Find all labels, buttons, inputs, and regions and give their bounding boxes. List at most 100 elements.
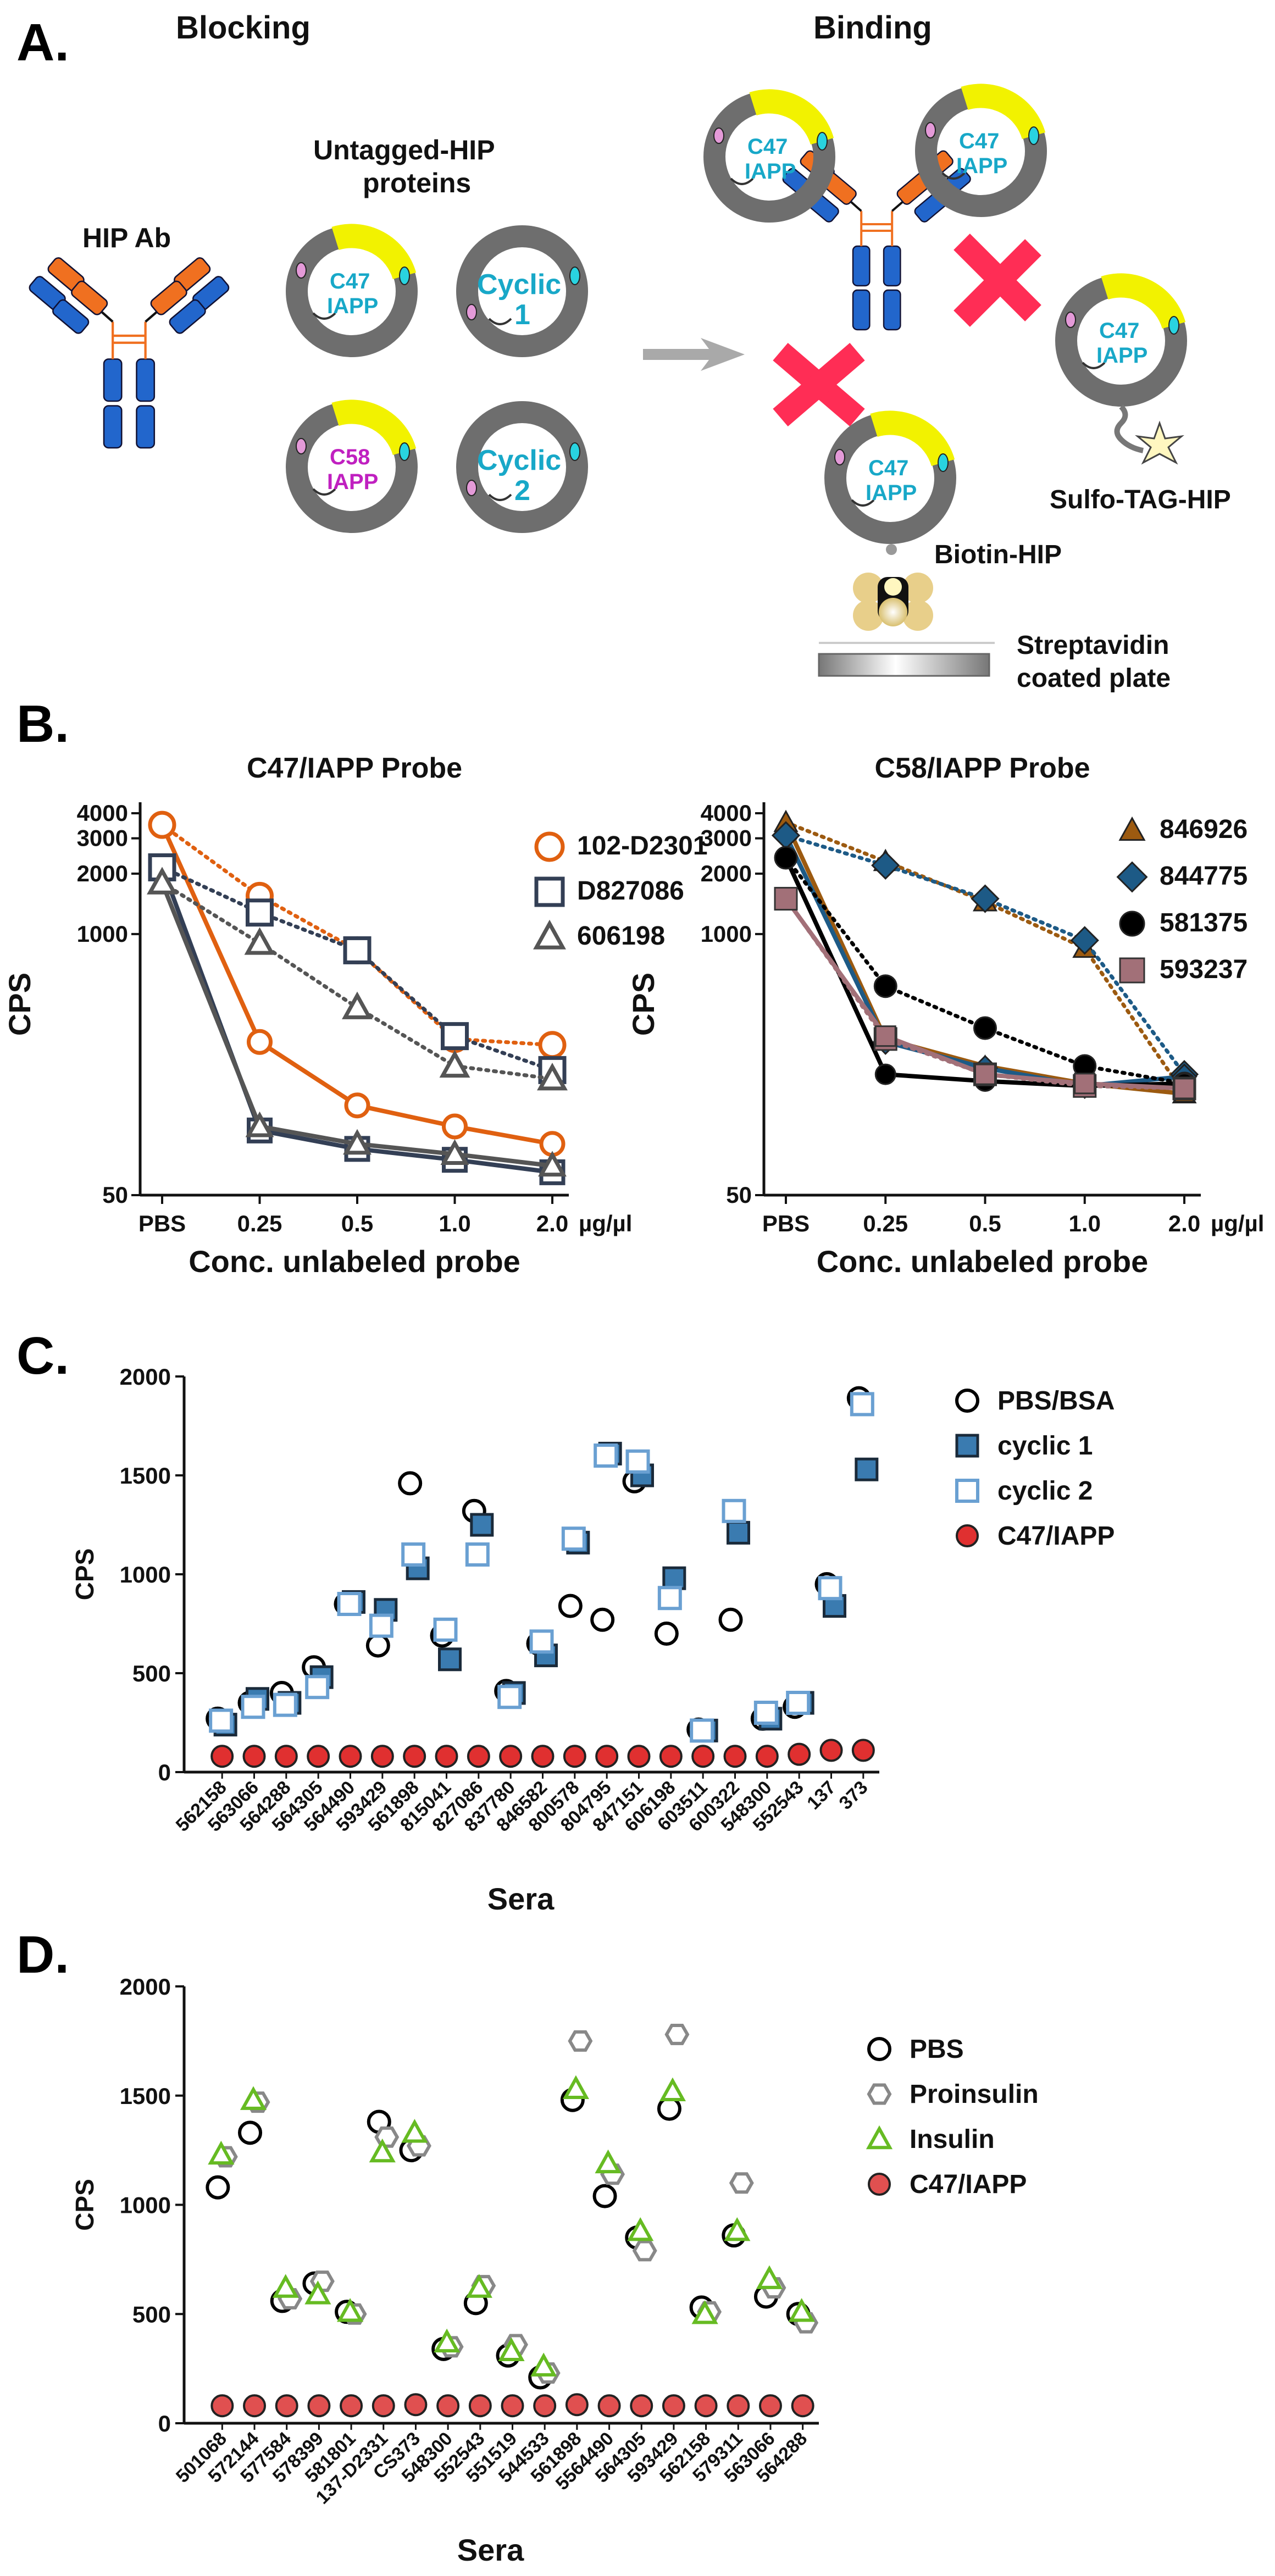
legend-label: 102-D2301 <box>577 831 708 860</box>
data-point <box>851 1739 875 1762</box>
data-point <box>755 1745 779 1768</box>
data-point <box>468 2394 492 2418</box>
data-point <box>1070 926 1099 955</box>
data-point <box>247 1029 273 1055</box>
hip-antibody <box>27 256 230 448</box>
data-point <box>657 1586 682 1611</box>
data-point <box>244 927 275 955</box>
chart-title: C58/IAPP Probe <box>874 752 1090 784</box>
data-point <box>370 1745 394 1768</box>
svg-text:IAPP: IAPP <box>956 154 1007 178</box>
data-point <box>788 2298 815 2322</box>
data-point <box>435 1745 458 1768</box>
legend-label: 581375 <box>1160 908 1248 937</box>
ring-c47-iapp-untagged: C47 IAPP <box>296 236 409 346</box>
data-point <box>594 1444 618 1468</box>
data-point <box>238 2120 263 2145</box>
data-point <box>538 1031 567 1059</box>
data-point <box>433 1617 458 1642</box>
data-point <box>497 1685 522 1709</box>
y-tick-label: 1000 <box>120 2192 171 2218</box>
data-point <box>337 1592 362 1616</box>
data-point <box>974 1063 996 1085</box>
data-point <box>470 1513 494 1537</box>
data-point <box>369 2138 396 2163</box>
y-tick-label: 2000 <box>120 1974 171 2000</box>
y-tick-label: 1000 <box>701 921 752 947</box>
data-point <box>305 1675 330 1700</box>
y-axis-label: CPS <box>70 1548 99 1601</box>
data-point <box>630 2394 653 2418</box>
sulfo-tag-label: Sulfo-TAG-HIP <box>1050 485 1231 514</box>
y-tick-label: 4000 <box>701 800 752 826</box>
y-tick-label: 50 <box>726 1182 752 1208</box>
panel-letter-b: B. <box>16 695 69 753</box>
series-d827086: D827086 <box>148 853 684 1185</box>
data-point <box>372 2394 395 2418</box>
ring-c47-iapp-biotin: C47 IAPP <box>835 423 948 533</box>
x-tick-label: PBS <box>138 1211 186 1236</box>
data-point <box>627 2217 654 2241</box>
data-point <box>592 2184 617 2208</box>
legend-label: D827086 <box>577 876 684 906</box>
biotin-hip-label: Biotin-HIP <box>934 540 1062 569</box>
data-point <box>442 1113 468 1140</box>
data-point <box>404 2393 428 2417</box>
data-point <box>369 1613 393 1638</box>
legend-label: 593237 <box>1160 955 1248 984</box>
data-point <box>561 1526 586 1551</box>
data-point <box>724 2217 751 2241</box>
ring-c47-iapp-sulfo: C47 IAPP <box>1066 285 1179 396</box>
data-point <box>439 1050 470 1078</box>
biotin-dot <box>886 544 897 555</box>
data-point <box>662 2394 685 2418</box>
flow-arrow-icon <box>643 338 745 371</box>
data-point <box>440 1139 469 1165</box>
data-point <box>530 2352 557 2377</box>
data-point <box>307 2394 331 2418</box>
sulfo-tag-icon <box>1135 420 1184 465</box>
untagged-label-1: Untagged-HIP <box>313 135 495 165</box>
sulfo-tag-linker <box>1114 404 1144 453</box>
svg-text:2: 2 <box>514 475 530 507</box>
streptavidin-label-2: coated plate <box>1017 664 1171 693</box>
data-point <box>210 2394 234 2418</box>
data-point <box>691 1745 715 1768</box>
data-point <box>625 1449 650 1474</box>
x-tick-label: 2.0 <box>1168 1211 1200 1236</box>
untagged-label-2: proteins <box>363 168 471 198</box>
data-point <box>727 2394 750 2418</box>
legend-marker <box>955 1434 979 1458</box>
svg-text:Cyclic: Cyclic <box>477 269 561 301</box>
data-point <box>273 1692 297 1717</box>
ring-c47-iapp-bound-right: C47 IAPP <box>925 96 1039 206</box>
svg-text:IAPP: IAPP <box>866 481 917 505</box>
data-point <box>595 1745 619 1768</box>
legend-marker <box>956 1524 979 1547</box>
ring-cyclic-2: Cyclic 2 <box>467 412 580 522</box>
data-point <box>209 1708 234 1733</box>
series-pbs: PBS <box>206 2035 964 2390</box>
data-point <box>590 1607 615 1632</box>
legend-label: 844775 <box>1160 862 1248 891</box>
ring-c47-iapp-bound-left: C47 IAPP <box>714 101 827 212</box>
chart-sera-insulin: 0500100015002000501068572144577584578399… <box>70 1974 1039 2567</box>
data-point <box>241 1695 265 1719</box>
data-point <box>148 810 176 839</box>
data-point <box>657 2096 681 2121</box>
data-point <box>275 2394 298 2418</box>
svg-text:C47: C47 <box>959 129 999 153</box>
legend-marker <box>533 919 566 950</box>
data-point <box>568 2030 593 2052</box>
data-point <box>971 884 1000 913</box>
data-point <box>147 867 178 895</box>
data-point <box>627 1745 651 1768</box>
data-point <box>662 1566 686 1590</box>
y-tick-label: 3000 <box>77 825 128 851</box>
data-point <box>342 991 373 1019</box>
x-unit-label: µg/µl <box>579 1211 632 1236</box>
streptavidin-icon <box>853 573 933 631</box>
ring-cyclic-1: Cyclic 1 <box>467 236 580 346</box>
legend-label: 606198 <box>577 921 665 951</box>
legend-label: C47/IAPP <box>997 1522 1115 1551</box>
